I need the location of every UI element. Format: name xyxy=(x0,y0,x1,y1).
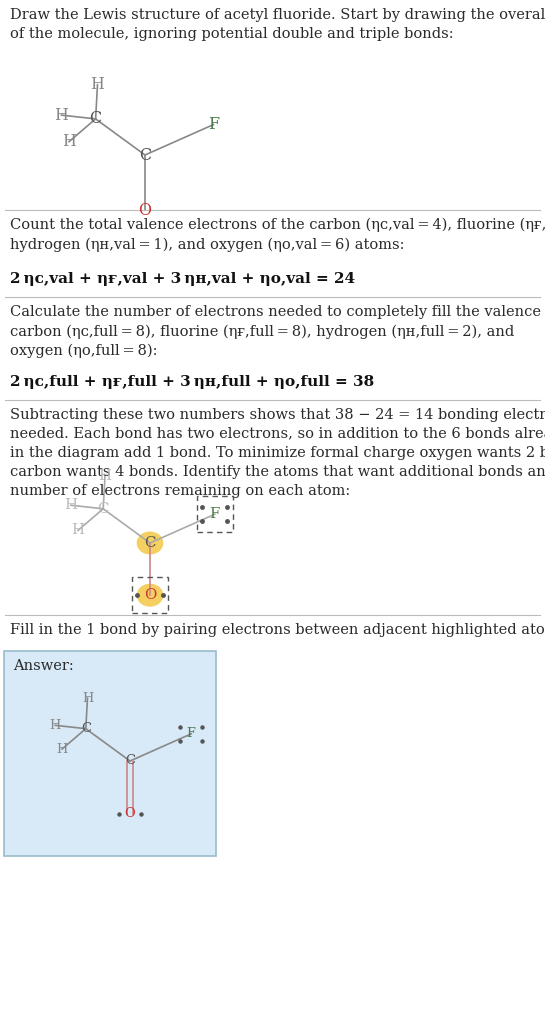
Text: C: C xyxy=(98,502,109,516)
Text: Count the total valence electrons of the carbon (ηᴄ,val = 4), fluorine (ηғ,val =: Count the total valence electrons of the… xyxy=(10,218,545,251)
Text: H: H xyxy=(62,133,76,150)
Text: H: H xyxy=(54,107,68,123)
Text: H: H xyxy=(50,719,61,732)
Text: 2 ηᴄ,val + ηғ,val + 3 ηʜ,val + ηᴏ,val = 24: 2 ηᴄ,val + ηғ,val + 3 ηʜ,val + ηᴏ,val = … xyxy=(10,272,355,286)
Text: O: O xyxy=(125,807,135,820)
Ellipse shape xyxy=(137,532,162,553)
Text: Answer:: Answer: xyxy=(13,659,74,673)
Text: F: F xyxy=(208,116,219,133)
Text: O: O xyxy=(144,588,156,602)
Text: 2 ηᴄ,full + ηғ,full + 3 ηʜ,full + ηᴏ,full = 38: 2 ηᴄ,full + ηғ,full + 3 ηʜ,full + ηᴏ,ful… xyxy=(10,375,374,389)
Text: C: C xyxy=(139,146,151,164)
Text: H: H xyxy=(56,742,68,755)
Text: H: H xyxy=(64,498,77,512)
Text: H: H xyxy=(71,523,84,537)
Text: Calculate the number of electrons needed to completely fill the valence shells f: Calculate the number of electrons needed… xyxy=(10,305,545,358)
Text: O: O xyxy=(138,202,152,218)
Text: F: F xyxy=(210,507,220,521)
Text: C: C xyxy=(81,722,91,735)
Text: H: H xyxy=(82,692,93,705)
Text: C: C xyxy=(89,110,102,127)
Text: F: F xyxy=(187,727,196,740)
Ellipse shape xyxy=(137,585,162,606)
Text: C: C xyxy=(144,536,156,550)
Text: H: H xyxy=(90,76,105,93)
FancyBboxPatch shape xyxy=(4,651,216,856)
Text: H: H xyxy=(99,470,112,484)
Text: C: C xyxy=(125,754,135,768)
Text: Draw the Lewis structure of acetyl fluoride. Start by drawing the overall struct: Draw the Lewis structure of acetyl fluor… xyxy=(10,8,545,41)
Text: Fill in the 1 bond by pairing electrons between adjacent highlighted atoms:: Fill in the 1 bond by pairing electrons … xyxy=(10,623,545,637)
Text: Subtracting these two numbers shows that 38 − 24 = 14 bonding electrons are
need: Subtracting these two numbers shows that… xyxy=(10,408,545,498)
